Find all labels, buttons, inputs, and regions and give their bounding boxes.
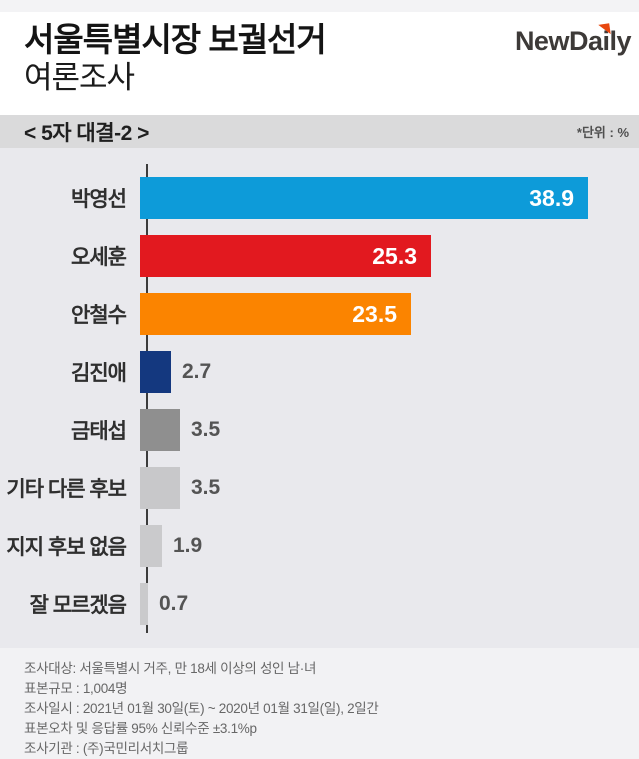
bar-value-label: 0.7 bbox=[159, 592, 189, 615]
footer-line-target: 조사대상: 서울특별시 거주, 만 18세 이상의 성인 남·녀 bbox=[24, 661, 317, 676]
bar bbox=[140, 467, 180, 509]
bar-rows-container: 박영선 38.9 오세훈 25.3 안철수 23.5 김진애 2.7 금태섭 3.5 기타 다른 후… bbox=[0, 169, 639, 633]
bar-track: 0.7 bbox=[140, 583, 639, 625]
footer-line-dates: 조사일시 : 2021년 01월 30일(토) ~ 2020년 01월 31일(… bbox=[24, 701, 379, 716]
bar-row: 안철수 23.5 bbox=[0, 285, 639, 343]
footer-line-sample-size: 표본규모 : 1,004명 bbox=[24, 681, 128, 696]
matchup-label: < 5자 대결-2 > bbox=[24, 121, 149, 145]
bar bbox=[140, 351, 171, 393]
page-subtitle: 여론조사 bbox=[24, 60, 135, 96]
bar-category-label: 금태섭 bbox=[71, 420, 127, 443]
bar-track: 23.5 bbox=[140, 293, 639, 335]
bar-row: 지지 후보 없음 1.9 bbox=[0, 517, 639, 575]
bar-category-label: 지지 후보 없음 bbox=[6, 536, 127, 559]
bar bbox=[140, 177, 588, 219]
bar-row: 금태섭 3.5 bbox=[0, 401, 639, 459]
top-strip bbox=[0, 0, 639, 12]
bar-track: 3.5 bbox=[140, 409, 639, 451]
bar-track: 25.3 bbox=[140, 235, 639, 277]
bar-category-label: 안철수 bbox=[71, 304, 127, 327]
bar bbox=[140, 525, 162, 567]
bar-row: 기타 다른 후보 3.5 bbox=[0, 459, 639, 517]
bar-category-label: 김진애 bbox=[71, 362, 127, 385]
bar-value-label: 2.7 bbox=[182, 360, 212, 383]
bar-row: 박영선 38.9 bbox=[0, 169, 639, 227]
unit-note: *단위 : % bbox=[576, 125, 629, 140]
survey-details-footer: 조사대상: 서울특별시 거주, 만 18세 이상의 성인 남·녀 표본규모 : … bbox=[0, 648, 639, 759]
subheader-band: < 5자 대결-2 > *단위 : % bbox=[0, 115, 639, 148]
bar-chart: 박영선 38.9 오세훈 25.3 안철수 23.5 김진애 2.7 금태섭 3.5 기타 다른 후… bbox=[0, 148, 639, 648]
newdaily-logo: NewDaily bbox=[514, 23, 632, 57]
footer-line-agency: 조사기관 : (주)국민리서치그룹 bbox=[24, 741, 189, 756]
bar-value-label: 38.9 bbox=[529, 185, 574, 211]
bar-category-label: 오세훈 bbox=[71, 246, 127, 269]
header: 서울특별시장 보궐선거 여론조사 NewDaily bbox=[0, 12, 639, 115]
bar-row: 오세훈 25.3 bbox=[0, 227, 639, 285]
bar-category-label: 잘 모르겠음 bbox=[29, 594, 127, 617]
bar bbox=[140, 583, 148, 625]
bar-row: 잘 모르겠음 0.7 bbox=[0, 575, 639, 633]
bar-category-label: 기타 다른 후보 bbox=[6, 478, 127, 501]
page-title: 서울특별시장 보궐선거 bbox=[24, 21, 327, 58]
newdaily-logo-triangle-icon bbox=[598, 23, 611, 36]
bar-value-label: 1.9 bbox=[173, 534, 203, 557]
newdaily-logo-text: NewDaily bbox=[514, 26, 632, 56]
bar-row: 김진애 2.7 bbox=[0, 343, 639, 401]
footer-line-margin-of-error: 표본오차 및 응답률 95% 신뢰수준 ±3.1%p bbox=[24, 721, 257, 736]
bar-track: 38.9 bbox=[140, 177, 639, 219]
bar-category-label: 박영선 bbox=[71, 188, 127, 211]
bar bbox=[140, 235, 431, 277]
bar-value-label: 3.5 bbox=[191, 418, 221, 441]
bar-value-label: 3.5 bbox=[191, 476, 221, 499]
bar-value-label: 23.5 bbox=[352, 301, 397, 327]
bar-track: 1.9 bbox=[140, 525, 639, 567]
bar bbox=[140, 409, 180, 451]
bar bbox=[140, 293, 411, 335]
bar-track: 3.5 bbox=[140, 467, 639, 509]
y-axis-line bbox=[146, 164, 148, 633]
bar-value-label: 25.3 bbox=[372, 243, 417, 269]
bar-track: 2.7 bbox=[140, 351, 639, 393]
